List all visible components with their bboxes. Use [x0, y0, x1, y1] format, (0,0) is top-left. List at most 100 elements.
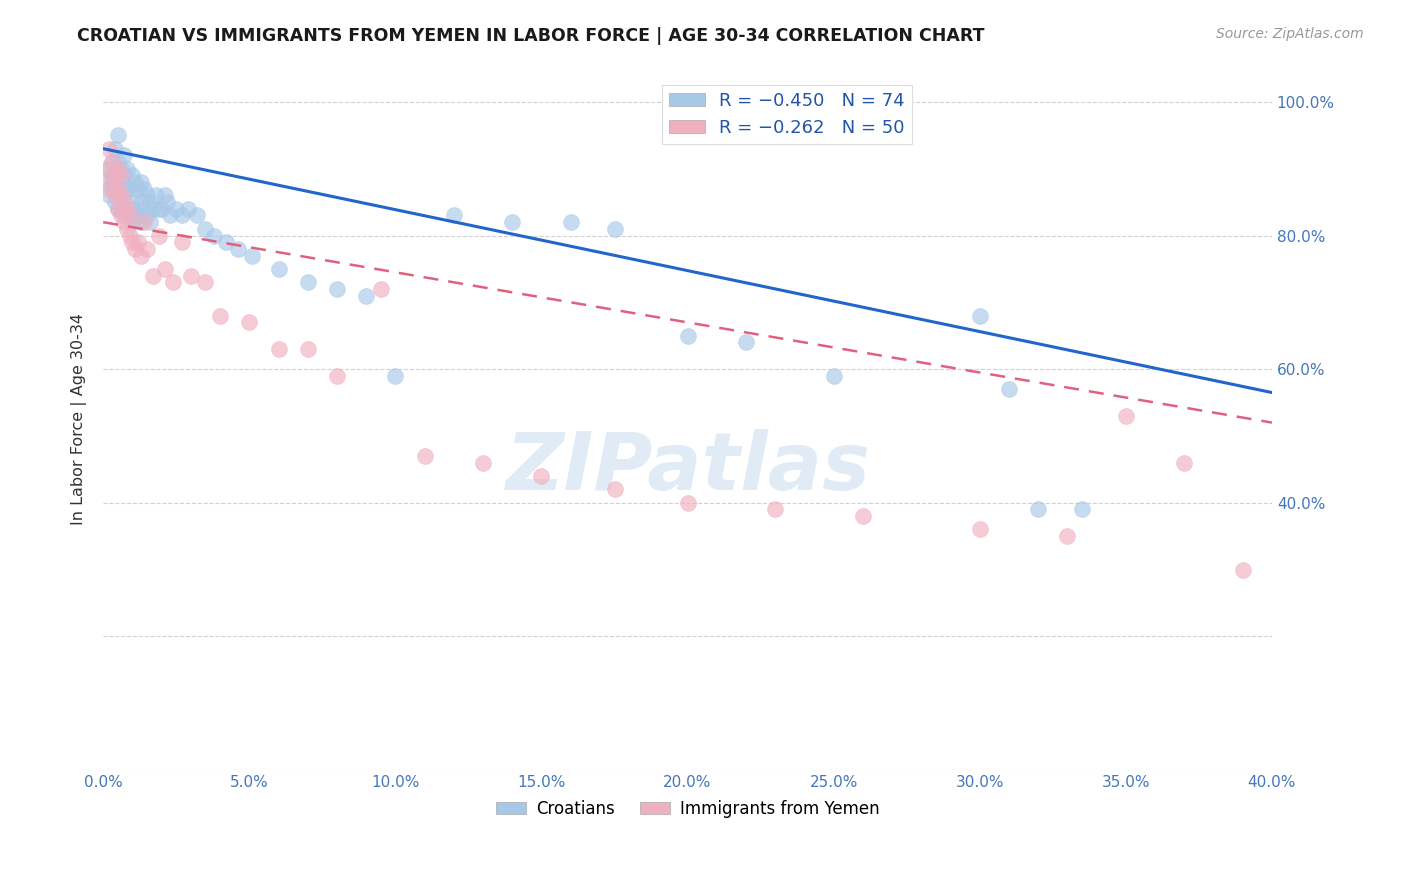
Point: [107, 155, 129, 169]
Point: [1026, 502, 1049, 516]
Point: [134, 202, 156, 216]
Point: [129, 195, 152, 210]
Point: [139, 195, 162, 210]
Point: [472, 456, 495, 470]
Point: [150, 202, 173, 216]
Text: Source: ZipAtlas.com: Source: ZipAtlas.com: [1216, 27, 1364, 41]
Point: [852, 509, 875, 524]
Point: [413, 449, 436, 463]
Point: [124, 242, 146, 256]
Point: [354, 288, 377, 302]
Point: [124, 175, 146, 189]
Point: [101, 169, 124, 183]
Point: [118, 228, 141, 243]
Point: [969, 309, 991, 323]
Point: [136, 242, 159, 256]
Point: [370, 282, 392, 296]
Point: [94, 161, 117, 176]
Point: [121, 169, 143, 183]
Point: [142, 202, 165, 216]
Point: [129, 215, 152, 229]
Point: [145, 188, 167, 202]
Point: [240, 249, 263, 263]
Point: [209, 309, 232, 323]
Point: [112, 209, 135, 223]
Point: [676, 496, 699, 510]
Legend: Croatians, Immigrants from Yemen: Croatians, Immigrants from Yemen: [489, 794, 886, 825]
Point: [194, 275, 217, 289]
Point: [98, 188, 121, 202]
Y-axis label: In Labor Force | Age 30-34: In Labor Force | Age 30-34: [72, 313, 87, 525]
Point: [110, 209, 132, 223]
Point: [139, 215, 162, 229]
Point: [603, 222, 626, 236]
Point: [560, 215, 582, 229]
Point: [104, 169, 127, 183]
Point: [112, 148, 135, 162]
Point: [384, 368, 406, 383]
Point: [194, 222, 217, 236]
Point: [115, 222, 138, 236]
Point: [118, 209, 141, 223]
Point: [98, 182, 121, 196]
Point: [98, 142, 121, 156]
Point: [1232, 563, 1254, 577]
Point: [603, 483, 626, 497]
Point: [129, 249, 152, 263]
Point: [107, 161, 129, 176]
Point: [104, 195, 127, 210]
Point: [153, 262, 176, 277]
Point: [238, 315, 260, 329]
Point: [112, 188, 135, 202]
Point: [107, 182, 129, 196]
Point: [98, 161, 121, 176]
Point: [107, 202, 129, 216]
Text: CROATIAN VS IMMIGRANTS FROM YEMEN IN LABOR FORCE | AGE 30-34 CORRELATION CHART: CROATIAN VS IMMIGRANTS FROM YEMEN IN LAB…: [77, 27, 984, 45]
Point: [226, 242, 249, 256]
Point: [969, 523, 991, 537]
Point: [121, 235, 143, 250]
Point: [142, 268, 165, 283]
Point: [134, 182, 156, 196]
Point: [104, 142, 127, 156]
Point: [1056, 529, 1078, 543]
Point: [443, 209, 465, 223]
Point: [162, 275, 184, 289]
Point: [101, 182, 124, 196]
Point: [215, 235, 238, 250]
Point: [326, 282, 349, 296]
Point: [110, 182, 132, 196]
Point: [104, 175, 127, 189]
Point: [112, 169, 135, 183]
Point: [180, 268, 202, 283]
Point: [94, 175, 117, 189]
Point: [107, 202, 129, 216]
Point: [823, 368, 845, 383]
Point: [186, 209, 208, 223]
Point: [115, 161, 138, 176]
Point: [297, 275, 319, 289]
Point: [115, 182, 138, 196]
Point: [110, 169, 132, 183]
Point: [153, 188, 176, 202]
Point: [1115, 409, 1137, 423]
Point: [172, 209, 194, 223]
Point: [159, 209, 181, 223]
Point: [177, 202, 200, 216]
Point: [267, 262, 290, 277]
Point: [121, 195, 143, 210]
Point: [148, 202, 170, 216]
Point: [115, 202, 138, 216]
Point: [136, 188, 159, 202]
Point: [101, 155, 124, 169]
Point: [735, 335, 758, 350]
Point: [1173, 456, 1195, 470]
Point: [1071, 502, 1094, 516]
Point: [107, 169, 129, 183]
Point: [165, 202, 187, 216]
Point: [172, 235, 194, 250]
Text: ZIPatlas: ZIPatlas: [505, 429, 870, 508]
Point: [118, 209, 141, 223]
Point: [101, 155, 124, 169]
Point: [202, 228, 225, 243]
